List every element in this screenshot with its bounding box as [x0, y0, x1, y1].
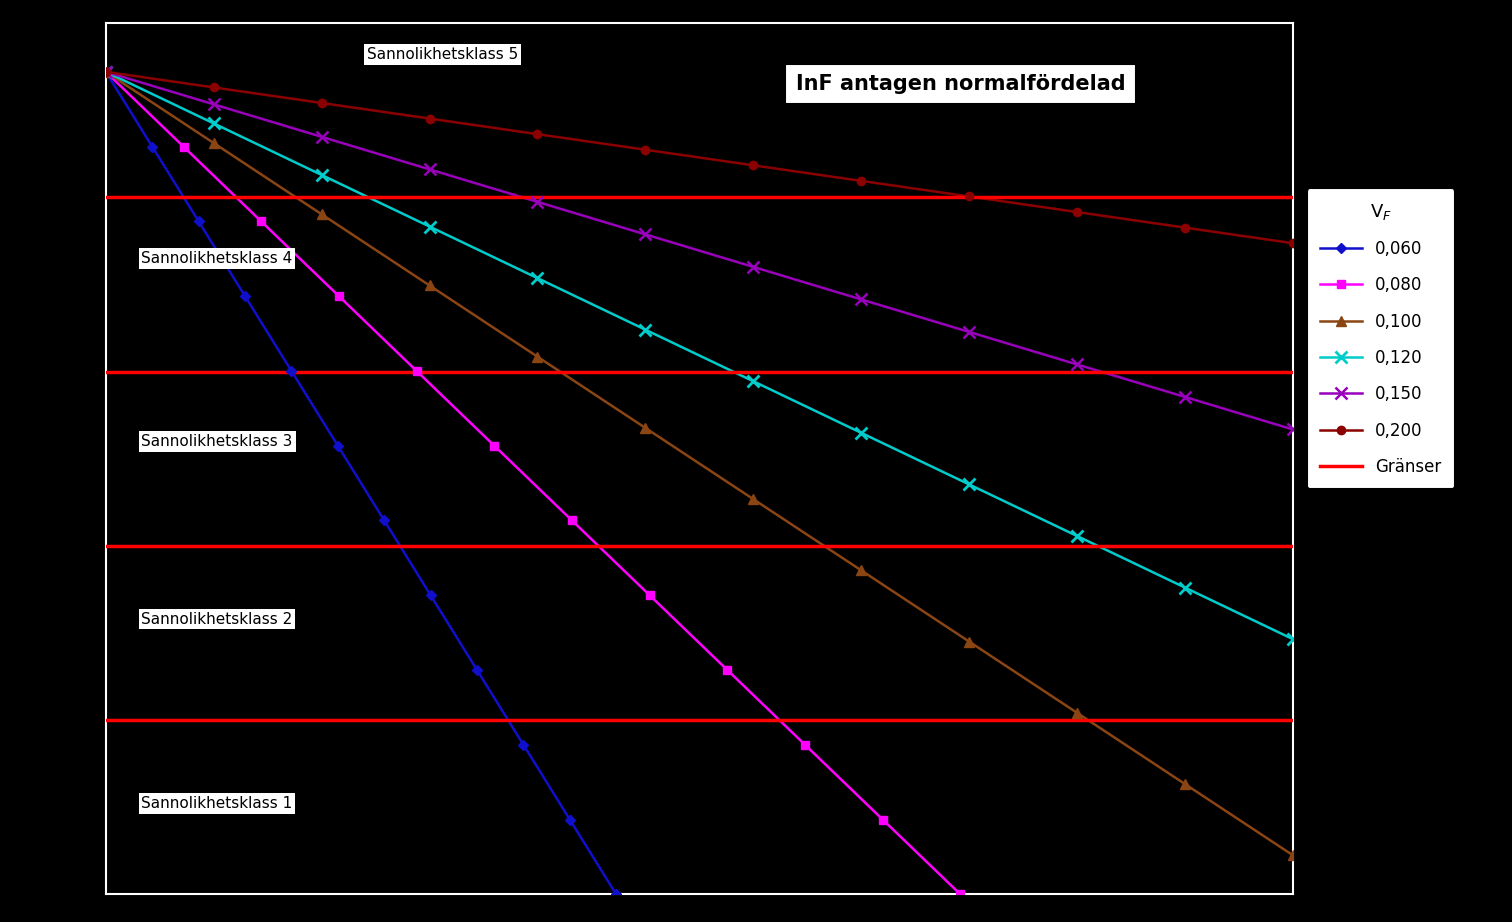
Text: Sannolikhetsklass 3: Sannolikhetsklass 3	[142, 433, 293, 449]
Text: Sannolikhetsklass 4: Sannolikhetsklass 4	[142, 251, 293, 266]
Legend: 0,060, 0,080, 0,100, 0,120, 0,150, 0,200, Gränser: 0,060, 0,080, 0,100, 0,120, 0,150, 0,200…	[1306, 188, 1455, 490]
Text: Sannolikhetsklass 2: Sannolikhetsklass 2	[142, 611, 293, 627]
Text: Sannolikhetsklass 1: Sannolikhetsklass 1	[142, 797, 293, 811]
Text: Sannolikhetsklass 5: Sannolikhetsklass 5	[367, 47, 519, 62]
Text: InF antagen normalfördelad: InF antagen normalfördelad	[795, 74, 1125, 94]
